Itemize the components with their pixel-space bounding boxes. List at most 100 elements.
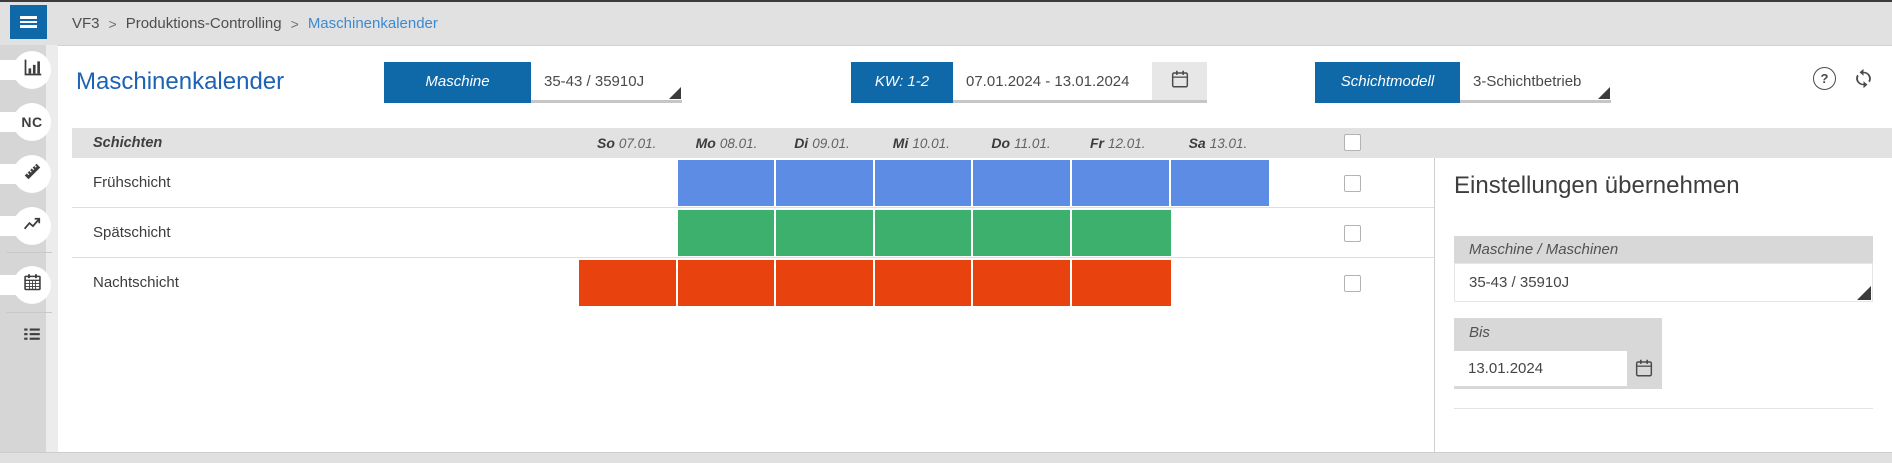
panel-divider: [1434, 158, 1435, 463]
shift-bar-segment[interactable]: [776, 260, 875, 306]
maschine-filter-label: Maschine: [384, 62, 531, 100]
page-title: Maschinenkalender: [76, 68, 285, 95]
shift-bar-segment[interactable]: [579, 260, 678, 306]
day-abbr: So: [597, 135, 615, 151]
window-top-edge: [0, 0, 1892, 2]
line-chart-icon: [22, 213, 43, 239]
shift-bar[interactable]: [677, 210, 1171, 256]
shift-name: Frühschicht: [93, 174, 171, 191]
panel-machine-value: 35-43 / 35910J: [1469, 274, 1570, 291]
maschine-filter-value: 35-43 / 35910J: [544, 72, 645, 90]
shift-bar-segment[interactable]: [1072, 160, 1171, 206]
bis-calendar-button[interactable]: [1633, 357, 1655, 379]
day-header: Fr 12.01.: [1090, 128, 1146, 158]
bis-label: Bis: [1469, 324, 1490, 341]
shift-bar-segment[interactable]: [776, 160, 875, 206]
divider: [953, 100, 1207, 103]
sidebar-item-statistics[interactable]: [0, 50, 58, 90]
maschine-filter-dropdown[interactable]: 35-43 / 35910J: [531, 62, 682, 100]
divider: [531, 100, 682, 103]
help-button[interactable]: ?: [1813, 67, 1836, 90]
sidebar-divider: [6, 312, 52, 313]
question-mark-icon: ?: [1820, 71, 1829, 86]
schichtmodell-value: 3-Schichtbetrieb: [1473, 72, 1582, 90]
kw-date-range-input[interactable]: 07.01.2024 - 13.01.2024: [953, 62, 1152, 100]
sidebar-item-list[interactable]: [0, 316, 58, 356]
shift-bar-segment[interactable]: [875, 160, 974, 206]
shift-bar-segment[interactable]: [678, 260, 777, 306]
header-checkbox[interactable]: [1344, 134, 1361, 151]
breadcrumb-item[interactable]: Maschinenkalender: [307, 15, 438, 32]
shift-bar-segment[interactable]: [1072, 210, 1171, 256]
day-date: 07.01.: [618, 136, 657, 151]
divider: [1460, 100, 1611, 103]
calendar-icon: [22, 272, 43, 298]
day-date: 09.01.: [812, 136, 850, 151]
shift-bar-segment[interactable]: [678, 160, 777, 206]
day-abbr: Do: [991, 135, 1011, 151]
panel-machine-dropdown[interactable]: 35-43 / 35910J: [1454, 263, 1873, 302]
bis-date-value: 13.01.2024: [1468, 360, 1544, 377]
sidebar-item-calendar[interactable]: [0, 265, 58, 305]
shift-bar-segment[interactable]: [973, 160, 1072, 206]
bis-date-input[interactable]: 13.01.2024: [1454, 351, 1627, 386]
row-checkbox[interactable]: [1344, 175, 1361, 192]
panel-bis-group: Bis 13.01.2024: [1454, 318, 1662, 389]
breadcrumb-item[interactable]: Produktions-Controlling: [125, 15, 282, 32]
bar-chart-icon: [22, 57, 43, 83]
schichtmodell-dropdown[interactable]: 3-Schichtbetrieb: [1460, 62, 1611, 100]
nc-icon: NC: [21, 114, 43, 130]
dropdown-corner-icon: [1598, 87, 1610, 99]
kw-date-range-value: 07.01.2024 - 13.01.2024: [966, 72, 1130, 90]
sidebar-item-trend[interactable]: [0, 206, 58, 246]
shift-bar-segment[interactable]: [776, 210, 875, 256]
shift-bar-segment[interactable]: [875, 210, 974, 256]
day-header: Di 09.01.: [794, 128, 850, 158]
refresh-button[interactable]: [1851, 66, 1876, 91]
shift-bar[interactable]: [677, 160, 1270, 206]
breadcrumb-item[interactable]: VF3: [72, 15, 100, 32]
day-abbr: Fr: [1090, 135, 1104, 151]
sidebar-divider: [6, 252, 52, 253]
menu-button[interactable]: [10, 5, 47, 39]
day-date: 08.01.: [719, 136, 758, 151]
day-header: Mi 10.01.: [893, 128, 950, 158]
divider: [1315, 100, 1460, 103]
breadcrumb-separator: >: [290, 15, 299, 32]
kw-filter-label: KW: 1-2: [851, 62, 953, 100]
ruler-icon: [22, 161, 43, 187]
day-date: 12.01.: [1108, 136, 1146, 151]
row-checkbox[interactable]: [1344, 225, 1361, 242]
sidebar-item-measure[interactable]: [0, 154, 58, 194]
day-header: Sa 13.01.: [1189, 128, 1248, 158]
sidebar-item-nc[interactable]: NC: [0, 102, 58, 142]
row-checkbox[interactable]: [1344, 275, 1361, 292]
breadcrumb-separator: >: [108, 15, 117, 32]
dropdown-corner-icon: [669, 87, 681, 99]
day-header: Mo 08.01.: [696, 128, 758, 158]
day-date: 11.01.: [1014, 136, 1051, 151]
horizontal-scrollbar-track[interactable]: [0, 452, 1892, 463]
day-abbr: Mi: [892, 135, 909, 151]
shift-bar-segment[interactable]: [973, 210, 1072, 256]
shift-bar[interactable]: [579, 260, 1171, 306]
shift-bar-segment[interactable]: [1171, 160, 1270, 206]
panel-machine-label: Maschine / Maschinen: [1454, 236, 1873, 263]
day-date: 10.01.: [912, 136, 950, 151]
shift-bar-segment[interactable]: [678, 210, 777, 256]
shift-bar-segment[interactable]: [973, 260, 1072, 306]
day-abbr: Sa: [1188, 135, 1206, 151]
shift-bar-segment[interactable]: [1072, 260, 1171, 306]
shifts-column-header: Schichten: [93, 135, 163, 151]
calendar-icon: [1169, 68, 1191, 95]
day-header: Do 11.01.: [991, 128, 1050, 158]
breadcrumb: VF3 > Produktions-Controlling > Maschinenkal…: [72, 2, 438, 45]
shift-bar-segment[interactable]: [875, 260, 974, 306]
shift-name: Spätschicht: [93, 224, 171, 241]
hamburger-icon: [20, 14, 37, 30]
divider: [384, 100, 531, 103]
kw-calendar-button[interactable]: [1152, 62, 1207, 100]
panel-separator: [1454, 408, 1873, 409]
day-abbr: Mo: [695, 135, 716, 151]
